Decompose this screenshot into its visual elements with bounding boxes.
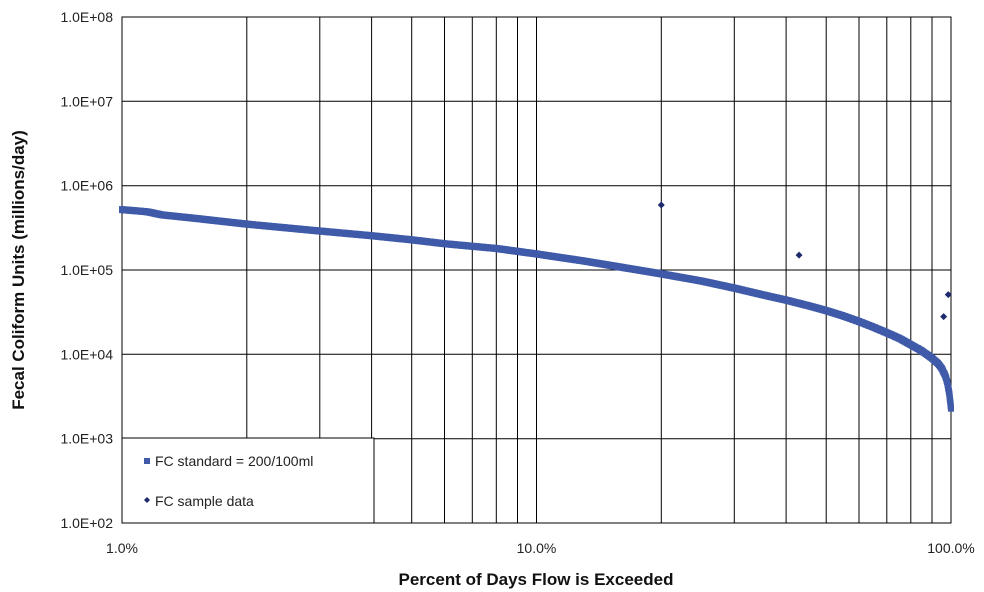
y-tick-label: 1.0E+05 xyxy=(60,262,113,278)
fc-sample-point xyxy=(795,251,803,259)
x-tick-label: 10.0% xyxy=(517,540,557,556)
legend-label-fc-standard: FC standard = 200/100ml xyxy=(155,453,313,469)
x-axis-title: Percent of Days Flow is Exceeded xyxy=(399,570,674,589)
y-tick-label: 1.0E+04 xyxy=(60,346,113,362)
fc-sample-point xyxy=(944,291,952,299)
plot-area-border xyxy=(121,16,952,524)
y-tick-label: 1.0E+03 xyxy=(60,431,113,447)
x-tick-label: 1.0% xyxy=(106,540,138,556)
y-tick-label: 1.0E+06 xyxy=(60,178,113,194)
fc-standard-point xyxy=(948,404,954,412)
y-tick-label: 1.0E+07 xyxy=(60,93,113,109)
y-axis-title: Fecal Coliform Units (millions/day) xyxy=(9,130,28,410)
x-axis-tick-labels: 1.0% 10.0% 100.0% xyxy=(106,540,975,556)
series-fc-sample xyxy=(657,201,952,321)
legend-label-fc-sample: FC sample data xyxy=(155,493,254,509)
legend: FC standard = 200/100ml FC sample data xyxy=(121,437,375,524)
series-fc-standard xyxy=(119,206,954,412)
y-tick-label: 1.0E+08 xyxy=(60,9,113,25)
y-axis-tick-labels: 1.0E+02 1.0E+03 1.0E+04 1.0E+05 1.0E+06 1.0E+… xyxy=(60,9,113,531)
x-tick-label: 100.0% xyxy=(927,540,974,556)
fc-sample-point xyxy=(657,201,665,209)
legend-marker-fc-sample xyxy=(144,497,150,503)
grid xyxy=(122,17,951,523)
y-tick-label: 1.0E+02 xyxy=(60,515,113,531)
series-layer xyxy=(119,201,954,412)
legend-box xyxy=(121,437,375,524)
fc-sample-point xyxy=(940,313,948,321)
legend-marker-fc-standard xyxy=(144,458,150,464)
